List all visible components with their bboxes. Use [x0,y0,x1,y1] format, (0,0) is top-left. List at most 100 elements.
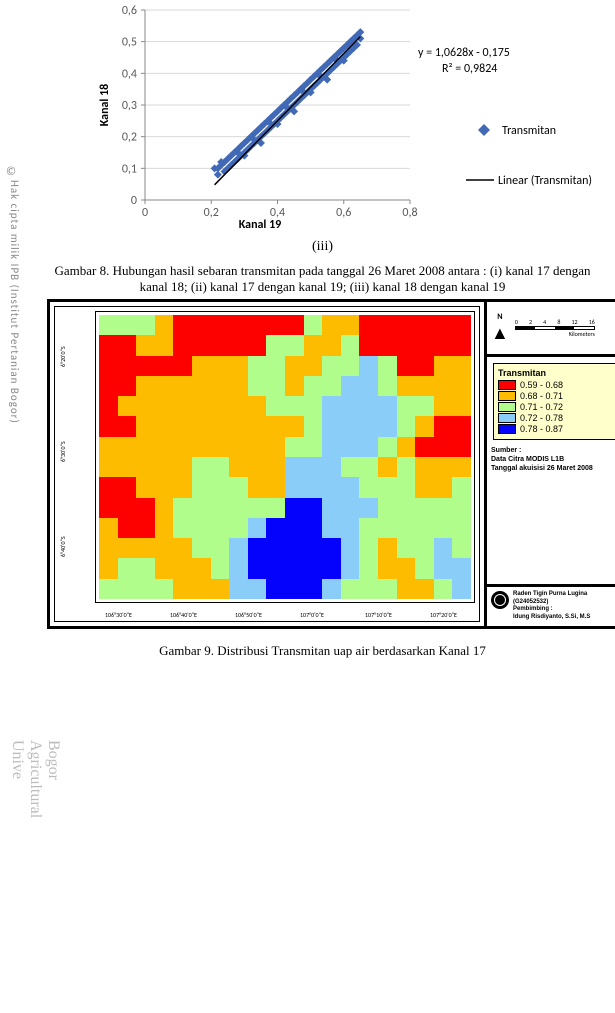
x-tick-label: 0,8 [402,206,417,220]
heatmap-cell [304,518,323,538]
heatmap-cell [118,518,137,538]
north-scalebar-box: N ▲ 02481216 Kilometers [484,302,615,357]
heatmap-cell [155,579,174,599]
heatmap-cell [173,498,192,518]
heatmap-cell [99,396,118,416]
legend-series-label: Transmitan [502,124,556,138]
y-coord-label: 6°40'0"S [59,536,67,557]
x-tick-label: 0,6 [336,206,351,220]
legend-row: 0.72 - 0.78 [498,413,613,423]
heatmap-cell [434,335,453,355]
north-label: N [497,312,502,322]
heatmap-cell [99,437,118,457]
y-tick-label: 0,1 [122,162,137,176]
heatmap-cell [229,396,248,416]
heatmap-cell [378,477,397,497]
heatmap-cell [229,335,248,355]
heatmap-cell [341,579,360,599]
heatmap-cell [192,579,211,599]
heatmap-cell [304,356,323,376]
heatmap-cell [248,335,267,355]
heatmap-cell [359,315,378,335]
heatmap-cell [359,518,378,538]
heatmap-cell [266,498,285,518]
heatmap-cell [248,538,267,558]
heatmap-cell [173,356,192,376]
heatmap-cell [155,558,174,578]
heatmap-cell [341,437,360,457]
heatmap-cell [99,315,118,335]
heatmap-cell [415,376,434,396]
heatmap-cell [304,579,323,599]
heatmap-cell [118,315,137,335]
heatmap-cell [211,315,230,335]
heatmap-cell [397,558,416,578]
heatmap-cell [155,437,174,457]
heatmap-cell [248,518,267,538]
heatmap-cell [99,376,118,396]
legend-swatch [498,413,516,423]
heatmap-cell [118,376,137,396]
subfigure-roman: (iii) [35,239,610,255]
heatmap-cell [99,579,118,599]
source-line3: Tanggal akuisisi 26 Maret 2008 [491,464,615,473]
map-figure: 6°20'0"S6°30'0"S6°40'0"S 106°30'0"E106°4… [47,299,615,629]
heatmap-cell [285,518,304,538]
heatmap-cell [192,396,211,416]
heatmap-cell [341,477,360,497]
heatmap-cell [155,315,174,335]
legend-swatch [498,391,516,401]
heatmap-cell [211,335,230,355]
heatmap-cell [285,315,304,335]
ipb-logo-icon [491,591,509,609]
legend-range-label: 0.68 - 0.71 [520,391,563,401]
heatmap-cell [434,437,453,457]
heatmap-cell [248,457,267,477]
scale-tick: 0 [515,318,518,326]
heatmap-cell [359,538,378,558]
heatmap-cell [285,498,304,518]
figure-8-caption: Gambar 8. Hubungan hasil sebaran transmi… [35,263,610,295]
heatmap-cell [304,558,323,578]
watermark-bottom: Bogor Agricultural Unive [8,740,62,818]
heatmap-cell [304,498,323,518]
heatmap-cell [452,518,471,538]
heatmap-cell [359,376,378,396]
legend-range-label: 0.72 - 0.78 [520,413,563,423]
heatmap-cell [266,356,285,376]
heatmap-cell [378,538,397,558]
heatmap-cell [136,396,155,416]
heatmap-cell [378,356,397,376]
heatmap-cell [322,538,341,558]
heatmap-cell [452,416,471,436]
legend-container: Transmitan 0.59 - 0.680.68 - 0.710.71 - … [484,357,615,587]
heatmap-cell [304,376,323,396]
heatmap-cell [192,538,211,558]
heatmap-cell [192,518,211,538]
heatmap-cell [155,376,174,396]
heatmap-cell [434,315,453,335]
heatmap-cell [173,579,192,599]
heatmap-cell [378,518,397,538]
y-axis-title: Kanal 18 [98,84,112,127]
heatmap-cell [452,335,471,355]
heatmap-cell [359,477,378,497]
data-point [214,171,222,179]
heatmap-cell [359,335,378,355]
heatmap-cell [304,457,323,477]
heatmap-cell [118,457,137,477]
heatmap-cell [452,376,471,396]
equation-text: y = 1,0628x - 0,175 [418,46,510,60]
heatmap-cell [322,437,341,457]
heatmap-cell [322,315,341,335]
heatmap-cell [415,538,434,558]
legend-range-label: 0.59 - 0.68 [520,380,563,390]
watermark-top: Hak cipta milik IPB (Institut Pertanian … [8,180,21,424]
heatmap-cell [99,538,118,558]
heatmap-cell [397,315,416,335]
author-line2: (G24052532) [513,599,590,607]
heatmap-cell [173,416,192,436]
heatmap-cell [118,396,137,416]
heatmap-cell [173,335,192,355]
heatmap-cell [136,477,155,497]
